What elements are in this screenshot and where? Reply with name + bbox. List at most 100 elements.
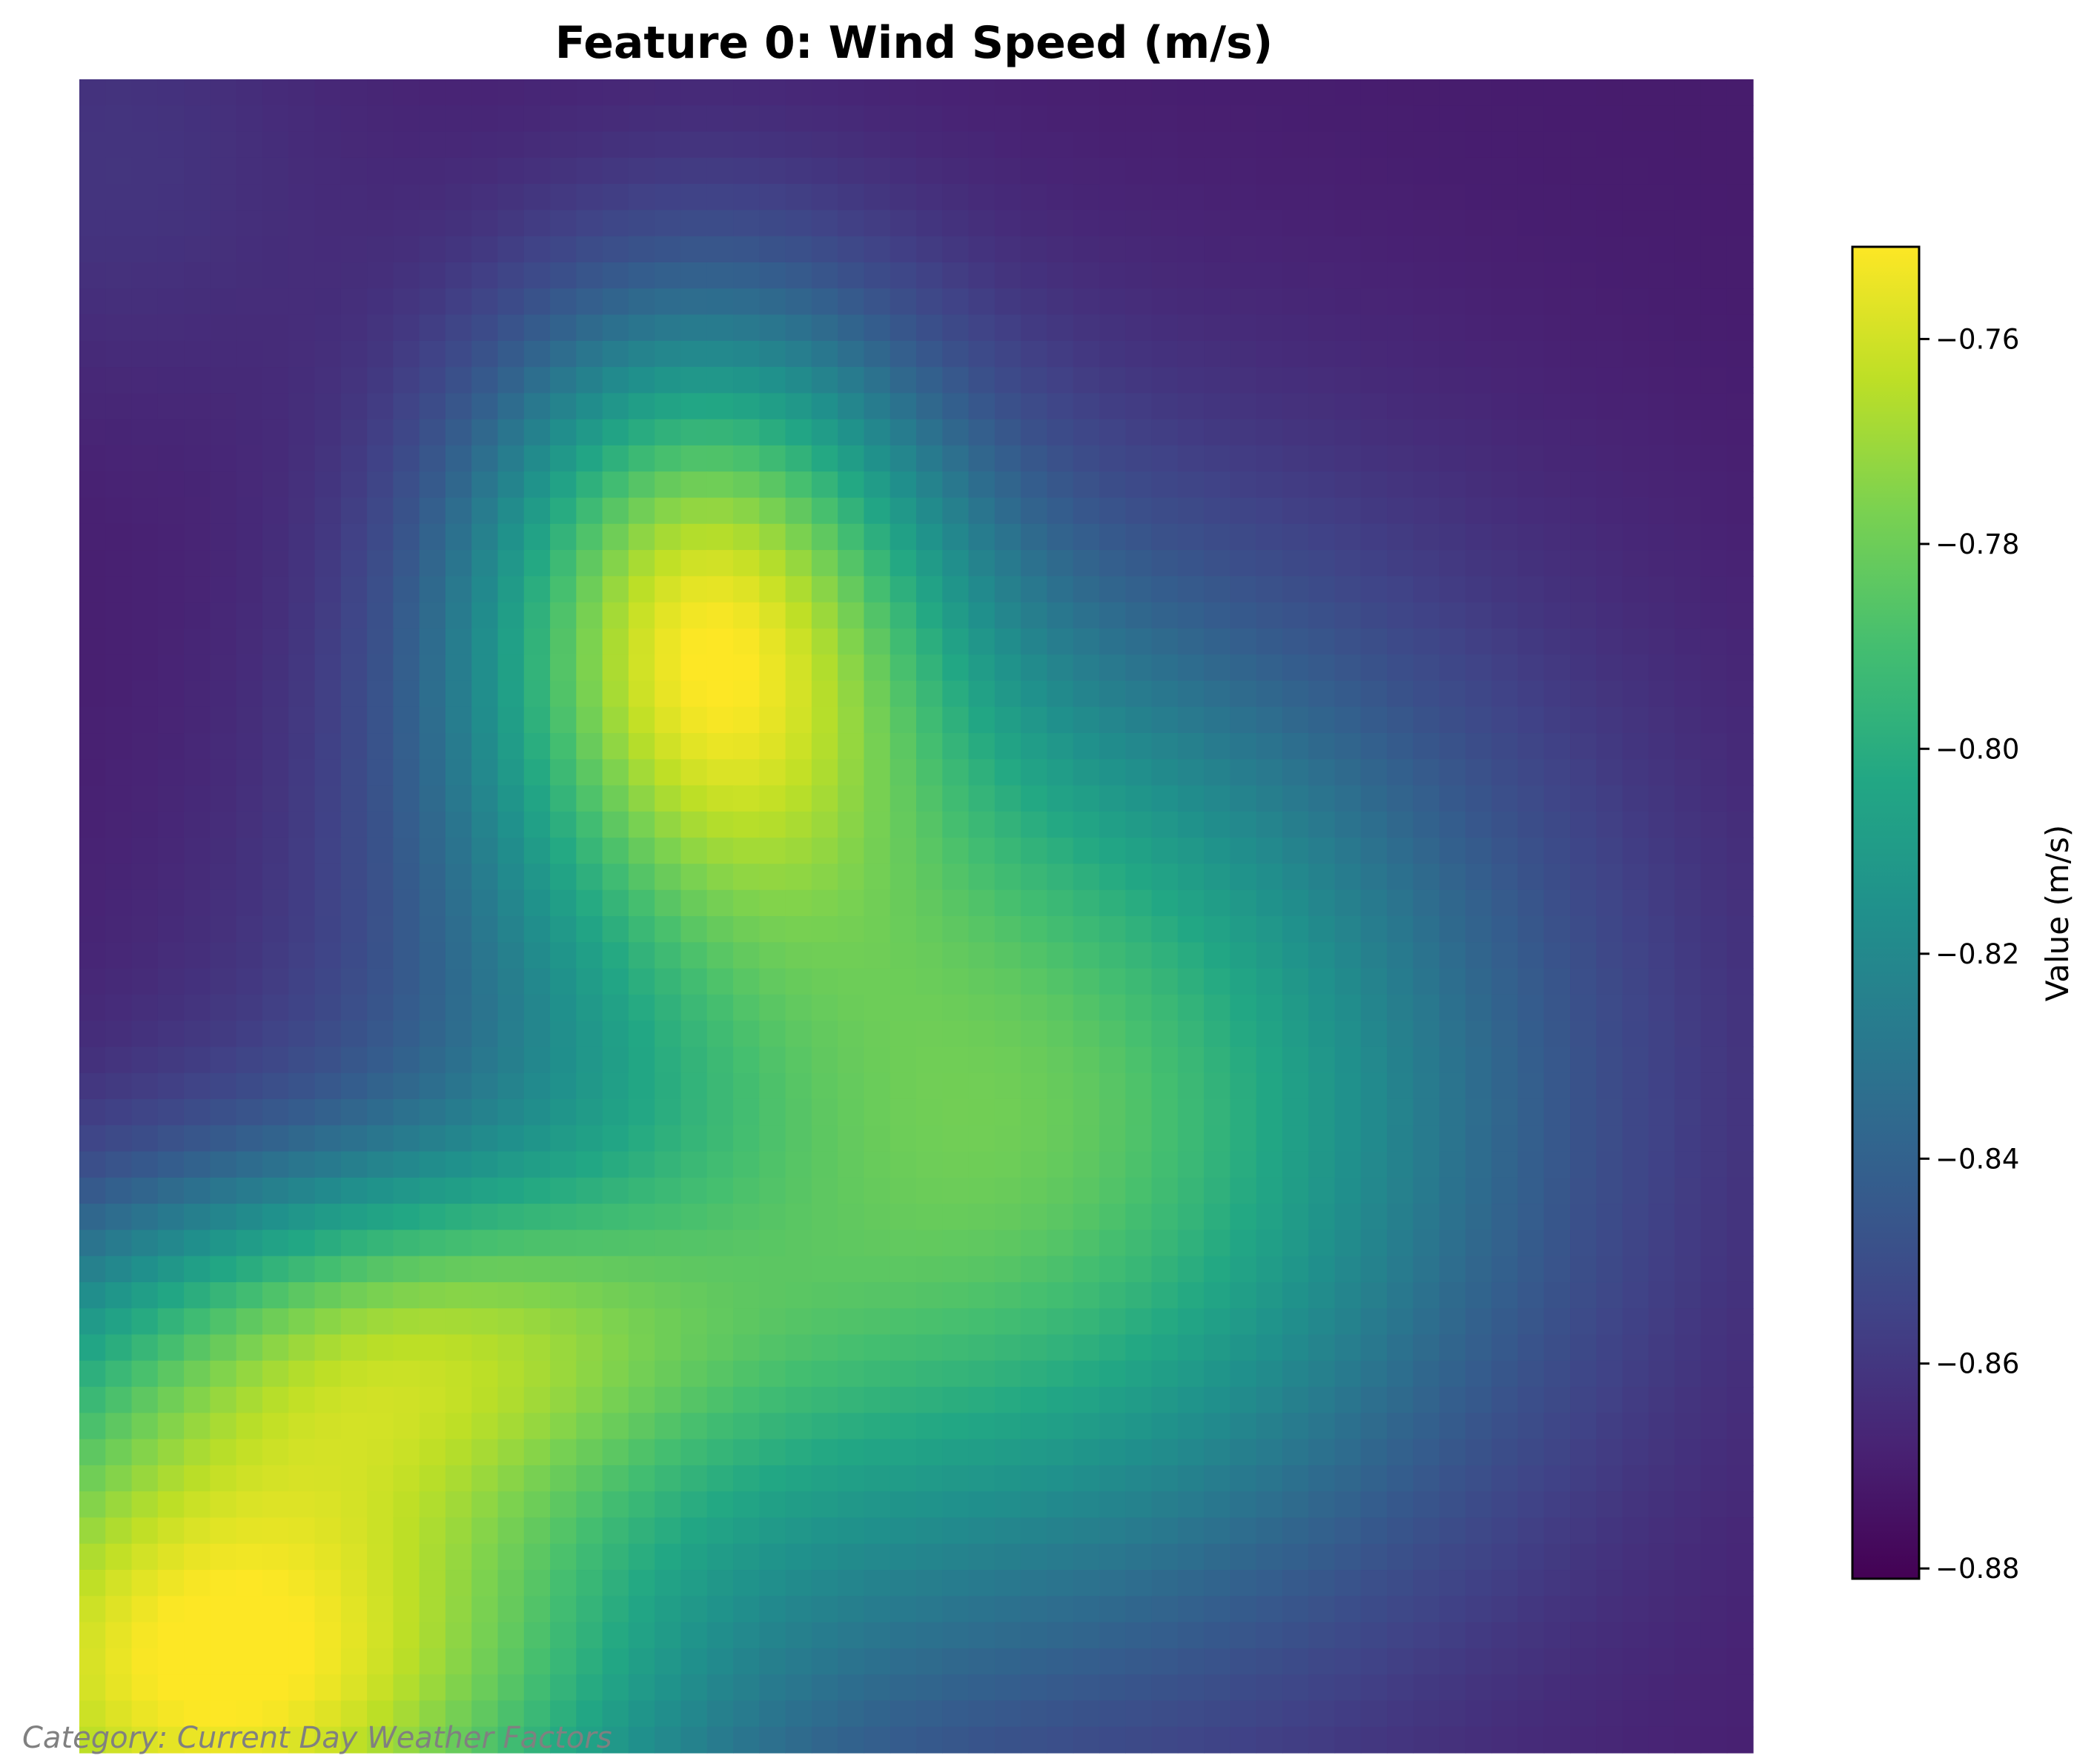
- heatmap-cell: [1282, 1125, 1309, 1153]
- heatmap-cell: [1570, 628, 1597, 655]
- heatmap-cell: [550, 863, 577, 891]
- heatmap-cell: [602, 1151, 629, 1178]
- heatmap-cell: [471, 863, 499, 891]
- heatmap-cell: [680, 314, 708, 342]
- heatmap-cell: [576, 105, 603, 133]
- heatmap-cell: [916, 79, 943, 106]
- heatmap-cell: [210, 968, 237, 995]
- heatmap-cell: [1021, 184, 1048, 211]
- heatmap-cell: [706, 1334, 734, 1362]
- heatmap-cell: [471, 288, 499, 316]
- heatmap-cell: [602, 733, 629, 760]
- heatmap-cell: [1099, 1726, 1126, 1754]
- heatmap-cell: [340, 1151, 368, 1178]
- heatmap-cell: [733, 1465, 760, 1492]
- heatmap-cell: [1230, 157, 1257, 185]
- heatmap-cell: [1387, 236, 1414, 263]
- heatmap-cell: [288, 79, 316, 106]
- heatmap-cell: [262, 1648, 289, 1675]
- heatmap-cell: [314, 1570, 342, 1596]
- heatmap-cell: [1334, 236, 1362, 263]
- heatmap-cell: [1596, 628, 1623, 655]
- heatmap-cell: [340, 654, 368, 682]
- heatmap-cell: [184, 628, 211, 655]
- heatmap-cell: [1360, 680, 1388, 708]
- heatmap-cell: [445, 706, 472, 734]
- heatmap-cell: [1700, 942, 1728, 969]
- heatmap-cell: [210, 236, 237, 263]
- heatmap-cell: [628, 1177, 655, 1204]
- heatmap-cell: [367, 1360, 394, 1387]
- heatmap-cell: [838, 393, 865, 420]
- heatmap-cell: [497, 288, 525, 316]
- heatmap-cell: [1360, 210, 1388, 237]
- heatmap-cell: [890, 811, 917, 838]
- heatmap-cell: [550, 1439, 577, 1466]
- heatmap-cell: [733, 314, 760, 342]
- heatmap-cell: [1439, 942, 1466, 969]
- heatmap-cell: [1282, 184, 1309, 211]
- heatmap-cell: [184, 680, 211, 708]
- heatmap-cell: [1047, 523, 1074, 551]
- heatmap-cell: [262, 863, 289, 891]
- heatmap-cell: [1674, 942, 1702, 969]
- heatmap-cell: [785, 1622, 812, 1649]
- heatmap-cell: [994, 236, 1021, 263]
- heatmap-cell: [393, 1177, 420, 1204]
- heatmap-cell: [1570, 157, 1597, 185]
- heatmap-cell: [1099, 576, 1126, 603]
- heatmap-cell: [1021, 1596, 1048, 1623]
- heatmap-cell: [1387, 1098, 1414, 1126]
- heatmap-cell: [1230, 1413, 1257, 1440]
- heatmap-cell: [1047, 1700, 1074, 1728]
- heatmap-cell: [497, 157, 525, 185]
- heatmap-cell: [1387, 157, 1414, 185]
- heatmap-cell: [785, 916, 812, 943]
- heatmap-cell: [655, 889, 682, 917]
- heatmap-cell: [445, 1098, 472, 1126]
- heatmap-cell: [1177, 471, 1205, 499]
- heatmap-cell: [1334, 1177, 1362, 1204]
- heatmap-cell: [1204, 314, 1230, 342]
- heatmap-cell: [1125, 314, 1153, 342]
- heatmap-cell: [1517, 1021, 1545, 1048]
- heatmap-cell: [1622, 1622, 1649, 1649]
- heatmap-cell: [1439, 1648, 1466, 1675]
- heatmap-cell: [1256, 1177, 1283, 1204]
- heatmap-cell: [210, 889, 237, 917]
- heatmap-cell: [367, 210, 394, 237]
- heatmap-cell: [655, 419, 682, 446]
- heatmap-cell: [916, 1334, 943, 1362]
- heatmap-cell: [994, 79, 1021, 106]
- heatmap-cell: [314, 1334, 342, 1362]
- heatmap-cell: [131, 523, 159, 551]
- heatmap-cell: [1125, 994, 1153, 1021]
- heatmap-cell: [1177, 968, 1205, 995]
- heatmap-cell: [419, 1308, 446, 1336]
- heatmap-cell: [184, 968, 211, 995]
- heatmap-cell: [105, 262, 133, 289]
- heatmap-cell: [1021, 210, 1048, 237]
- heatmap-cell: [1125, 916, 1153, 943]
- heatmap-cell: [576, 1021, 603, 1048]
- heatmap-cell: [942, 889, 970, 917]
- heatmap-cell: [1230, 314, 1257, 342]
- heatmap-cell: [1047, 1439, 1074, 1466]
- heatmap-cell: [968, 367, 996, 394]
- heatmap-cell: [1517, 497, 1545, 525]
- heatmap-cell: [1491, 131, 1519, 159]
- heatmap-cell: [942, 706, 970, 734]
- heatmap-cell: [445, 942, 472, 969]
- heatmap-cell: [576, 523, 603, 551]
- heatmap-cell: [1021, 1098, 1048, 1126]
- heatmap-cell: [1125, 576, 1153, 603]
- heatmap-cell: [314, 1204, 342, 1230]
- heatmap-cell: [1151, 1439, 1179, 1466]
- heatmap-cell: [157, 942, 185, 969]
- heatmap-cell: [1282, 706, 1309, 734]
- heatmap-cell: [890, 994, 917, 1021]
- heatmap-cell: [1230, 1204, 1257, 1230]
- heatmap-cell: [655, 1491, 682, 1519]
- heatmap-cell: [445, 1648, 472, 1675]
- heatmap-cell: [680, 445, 708, 472]
